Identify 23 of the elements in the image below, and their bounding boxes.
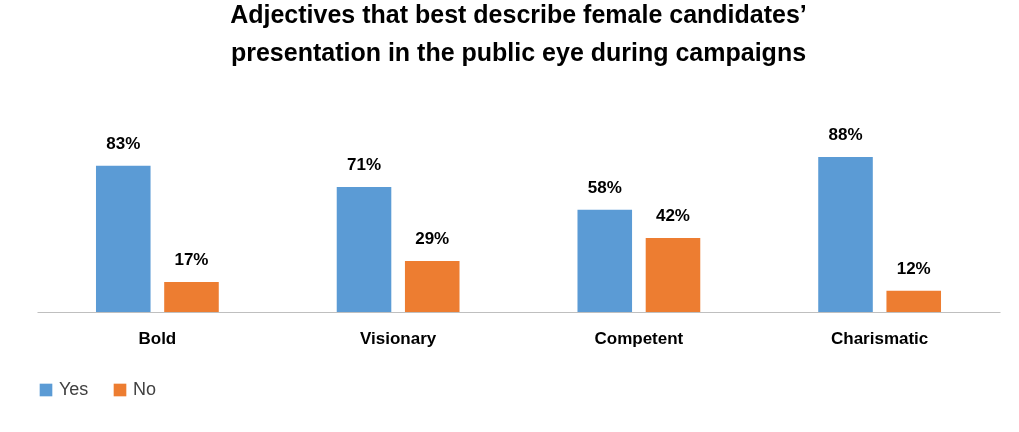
data-label: 83% <box>106 133 141 153</box>
bar <box>577 209 633 312</box>
data-label: 12% <box>896 258 931 278</box>
data-label: 58% <box>587 177 622 197</box>
bar <box>404 260 460 312</box>
x-tick-label: Bold <box>138 328 177 348</box>
data-label: 71% <box>347 154 382 174</box>
bar <box>818 157 873 312</box>
bar <box>164 282 219 312</box>
x-tick-label: Charismatic <box>830 328 929 348</box>
bar <box>886 290 942 312</box>
bar <box>336 186 392 312</box>
x-tick-label: Competent <box>594 328 684 348</box>
data-label: 42% <box>655 206 690 226</box>
chart-title: Adjectives that best describe female candidates’ presentation in the public eye during campaigns <box>230 0 807 66</box>
data-label: 88% <box>828 125 863 144</box>
data-label: 17% <box>174 250 209 270</box>
data-label: 29% <box>415 228 450 248</box>
bar <box>645 238 701 312</box>
legend-label: No <box>133 379 157 399</box>
x-tick-label: Visionary <box>360 328 437 348</box>
bar <box>95 165 151 312</box>
legend-label: Yes <box>59 379 89 399</box>
